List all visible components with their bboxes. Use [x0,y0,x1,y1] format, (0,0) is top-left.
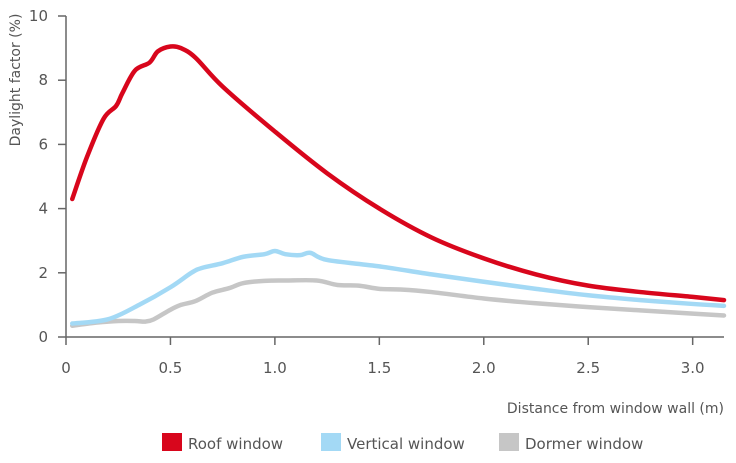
y-ticks: 0 2 4 6 8 10 [29,7,66,346]
y-tick-label: 2 [38,264,48,282]
x-tick-label: 2.0 [472,359,496,377]
x-tick-label: 1.5 [367,359,391,377]
axes [65,16,724,338]
x-tick-label: 0 [61,359,71,377]
x-ticks: 0 0.5 1.0 1.5 2.0 2.5 3.0 [61,337,705,377]
x-tick-label: 3.0 [681,359,705,377]
y-tick-label: 8 [38,71,48,89]
y-tick-label: 4 [38,200,48,218]
y-axis-title: Daylight factor (%) [8,14,24,147]
y-tick-label: 10 [29,7,48,25]
series-line-vertical-window [70,248,727,326]
legend-swatch-vertical-window [321,433,341,451]
legend-label-dormer-window: Dormer window [525,435,643,453]
series-line-dormer-window [70,277,727,329]
y-tick-label: 0 [38,328,48,346]
legend-swatch-dormer-window [499,433,519,451]
x-axis-title: Distance from window wall (m) [507,401,724,417]
x-tick-label: 2.5 [576,359,600,377]
series-line-roof-window [70,44,727,303]
legend-label-vertical-window: Vertical window [347,435,465,453]
x-tick-label: 0.5 [159,359,183,377]
legend: Roof window Vertical window Dormer window [162,433,643,453]
legend-swatch-roof-window [162,433,182,451]
y-tick-label: 6 [38,135,48,153]
series-layer [70,44,727,329]
legend-label-roof-window: Roof window [188,435,283,453]
x-tick-label: 1.0 [263,359,287,377]
